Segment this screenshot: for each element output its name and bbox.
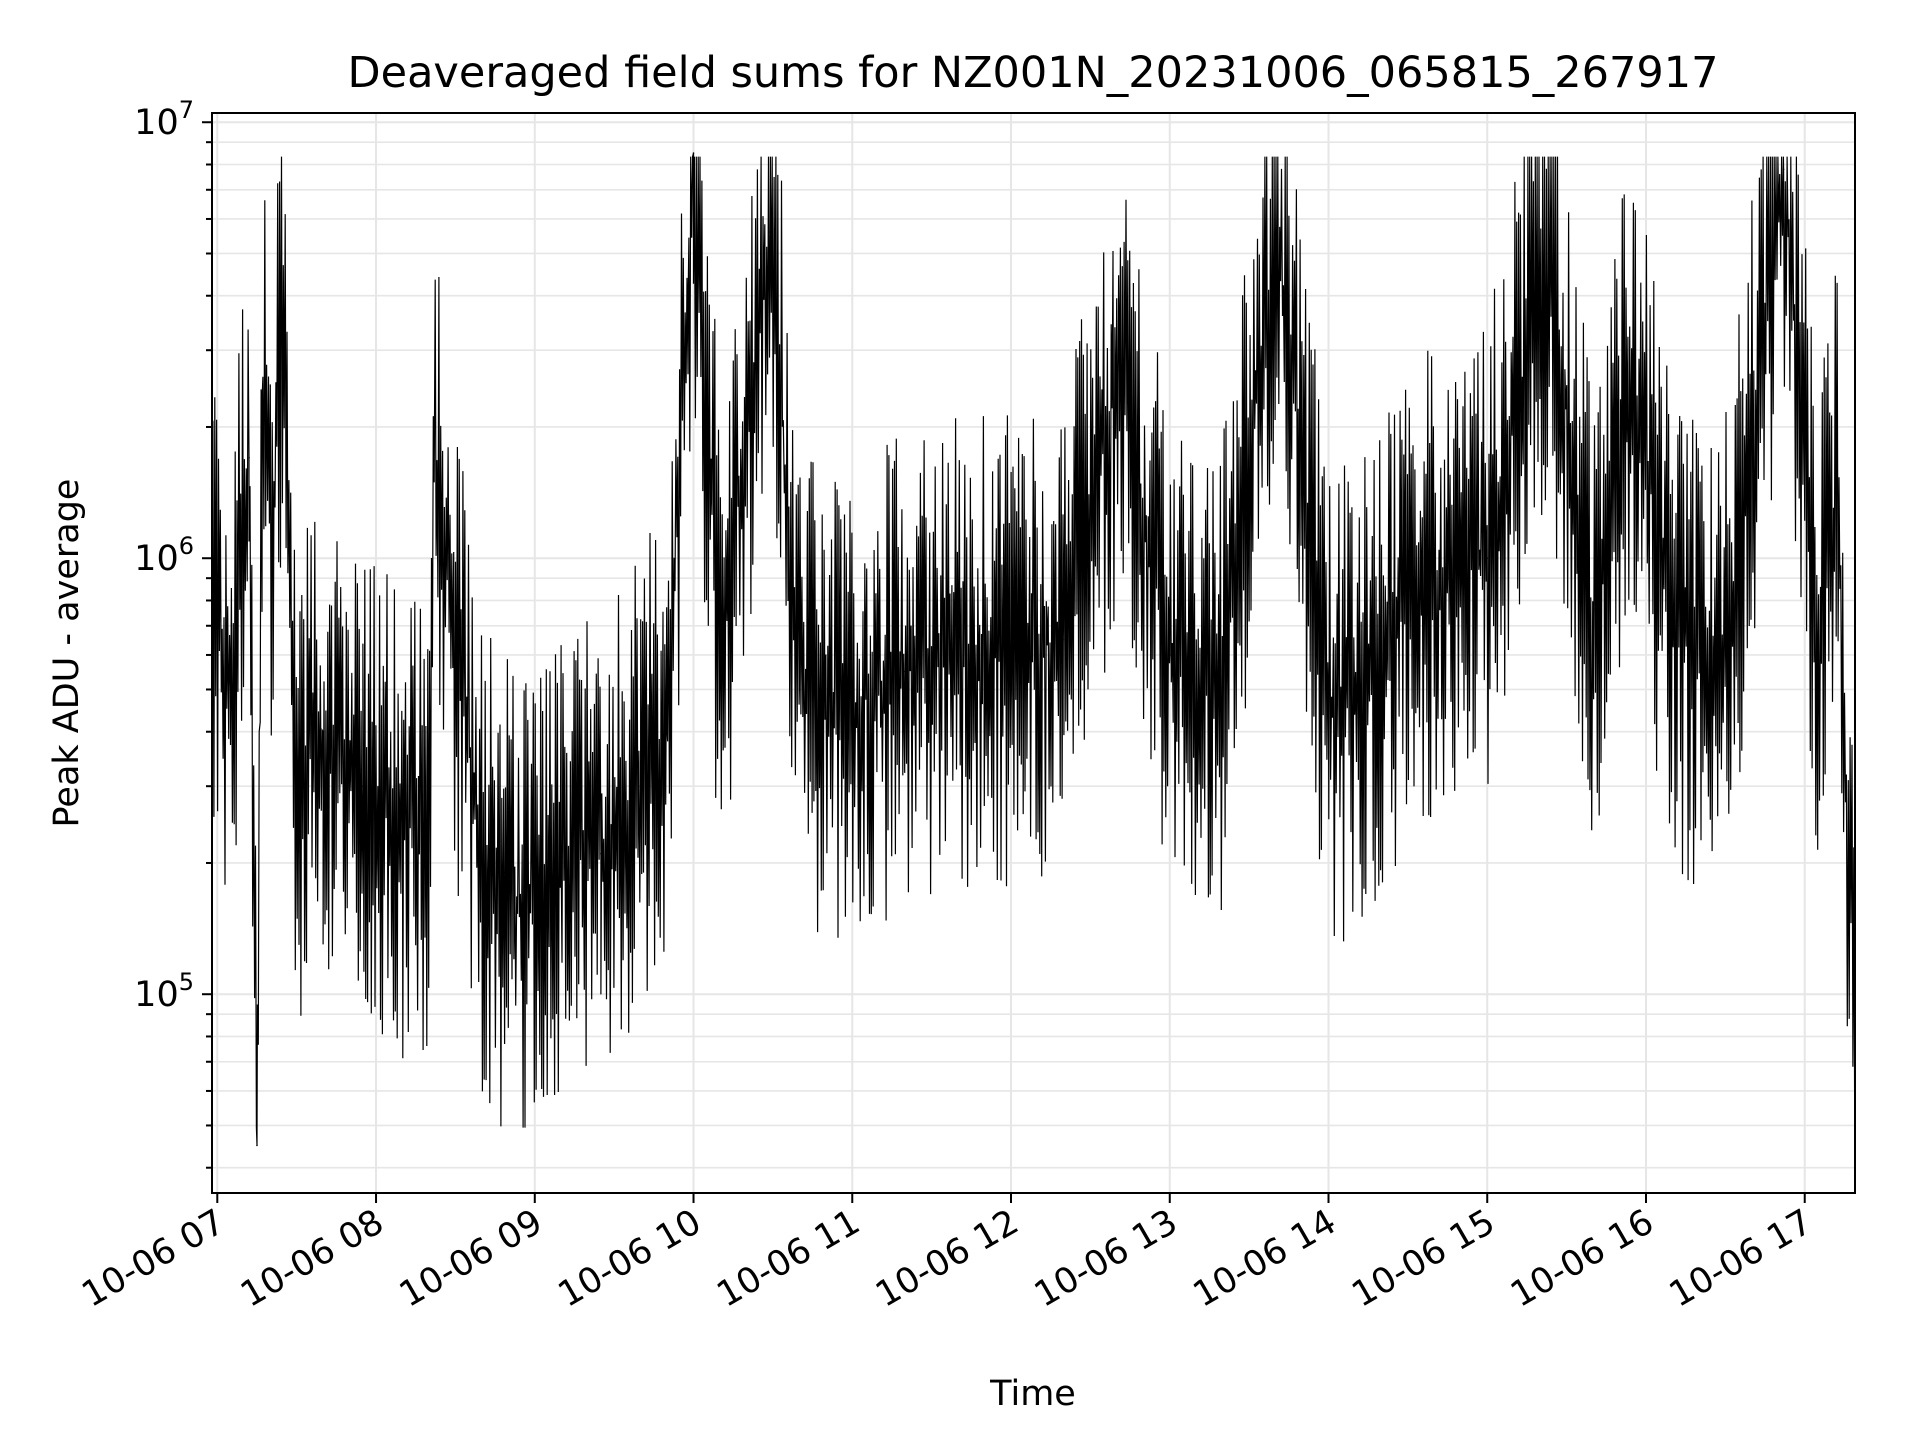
data-point [1118,369,1121,371]
data-point [1835,480,1838,483]
data-point [229,688,232,691]
data-point [1168,654,1171,656]
data-point [1446,577,1449,579]
data-point [1782,168,1785,171]
data-point [261,391,264,394]
data-point [1592,624,1594,627]
data-point [401,819,404,822]
data-point [687,290,690,292]
plot-frame [211,112,1856,1194]
y-tick-label: 105 [134,968,194,1015]
data-point [1724,654,1727,656]
x-axis-label: Time [989,1374,1076,1414]
data-point [639,785,642,787]
data-point [272,522,274,525]
data-point [322,730,324,733]
data-point [666,730,668,733]
data-point [1486,557,1489,560]
data-point [1327,708,1330,711]
series-layer [211,152,1856,1147]
data-point [851,708,854,711]
data-point [798,688,801,691]
data-point [248,456,250,459]
data-point [1547,252,1549,255]
data-point [769,231,772,233]
data-point [279,325,282,328]
grid [212,113,1855,1193]
data-point [295,785,298,787]
data-point [428,812,430,815]
data-point [433,446,436,448]
data-point [1063,638,1065,641]
data-point [520,916,523,919]
data-point [957,654,959,656]
y-tick-label: 107 [134,96,194,143]
data-point [1221,670,1224,673]
data-point [256,1144,258,1147]
data-point [560,862,563,864]
data-point [1631,369,1634,371]
data-point [1817,654,1819,656]
series-line [211,152,1856,1146]
data-point [1407,599,1409,602]
data-point [719,654,721,656]
data-point [1274,231,1277,233]
y-tick-label: 106 [134,532,194,579]
data-point [362,785,364,787]
data-point [1671,638,1674,641]
chart-title: Deaveraged field sums for NZ001N_2023100… [348,48,1719,98]
data-point [481,862,483,864]
data-point [692,152,695,154]
data-point [1367,688,1369,691]
data-point [1010,654,1012,656]
data-point [600,852,602,855]
y-axis-label: Peak ADU - average [47,479,87,828]
data-point [904,670,906,673]
